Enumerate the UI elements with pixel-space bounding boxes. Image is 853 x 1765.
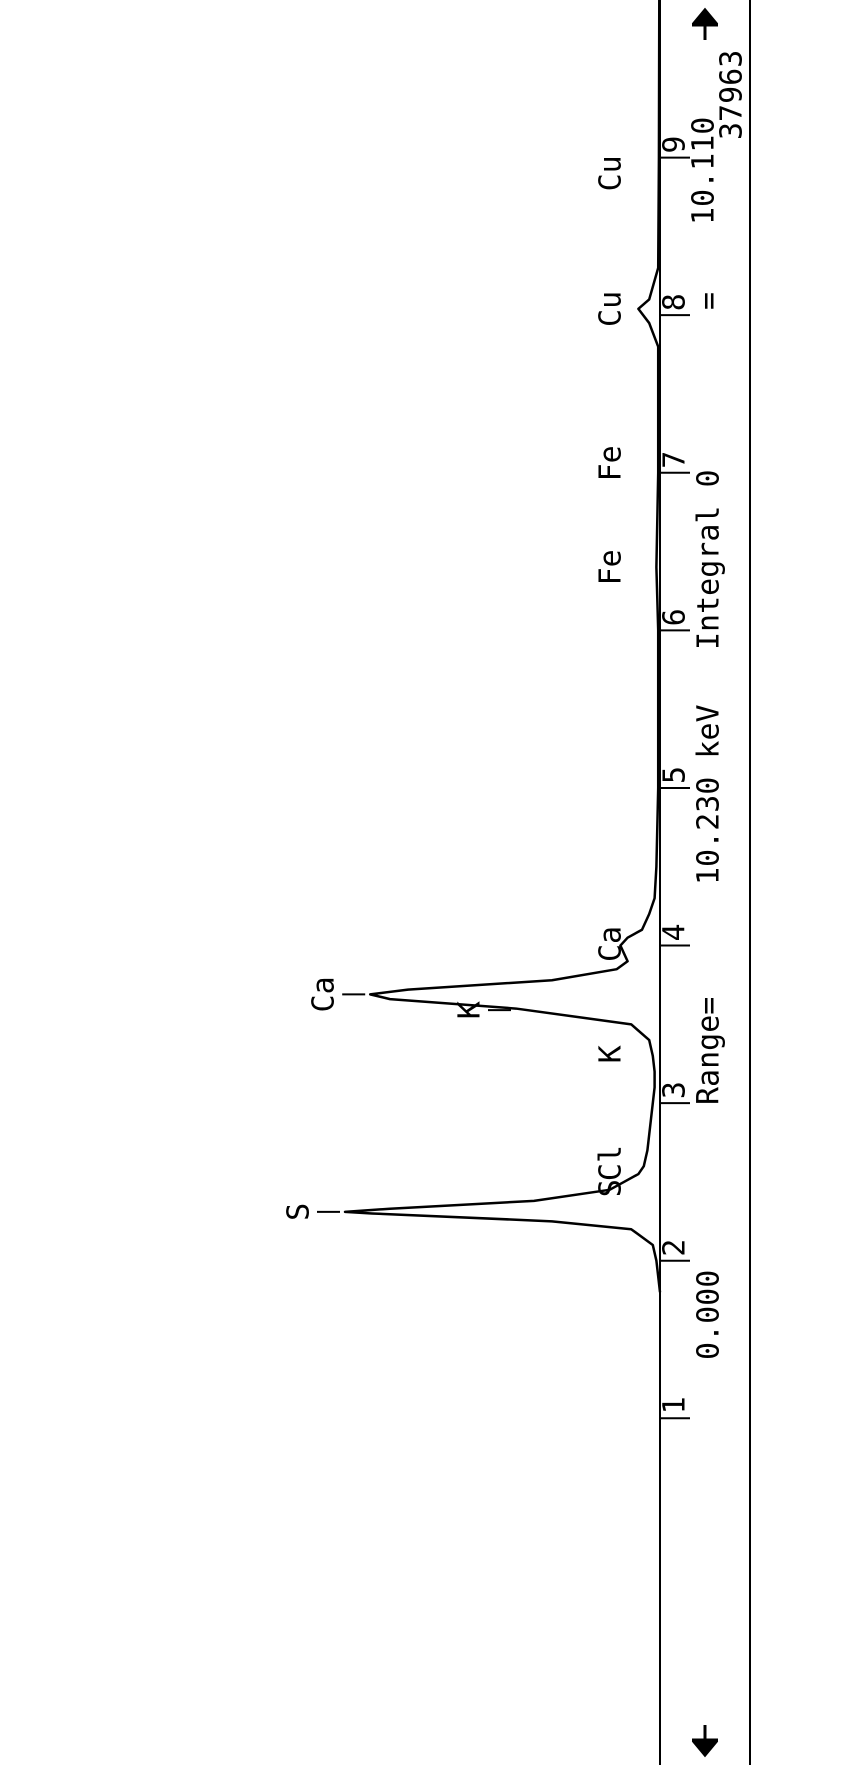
counts: 37963 xyxy=(715,50,750,140)
element-label: Fe xyxy=(594,549,629,585)
element-label: Ca xyxy=(594,926,629,962)
x-tick-label: 2 xyxy=(658,1239,693,1257)
range-start: 0.000 xyxy=(692,1270,727,1360)
element-label: Cu xyxy=(594,155,629,191)
integral-label: Integral 0 xyxy=(692,469,727,650)
x-tick-label: 7 xyxy=(658,451,693,469)
element-label: K xyxy=(594,1045,629,1063)
x-tick-label: 3 xyxy=(658,1081,693,1099)
page: 0.000 Range= 10.230 keV Integral 0 = 10.… xyxy=(0,0,853,1765)
element-label: S xyxy=(282,1203,317,1221)
range-end: 10.230 keV xyxy=(692,704,727,885)
x-tick-label: 8 xyxy=(658,293,693,311)
x-tick-label: 5 xyxy=(658,766,693,784)
x-tick-label: 4 xyxy=(658,923,693,941)
element-label: Fe xyxy=(594,445,629,481)
x-tick-label: 1 xyxy=(658,1396,693,1414)
element-label: Cu xyxy=(594,291,629,327)
x-tick-label: 9 xyxy=(658,136,693,154)
element-label: Ca xyxy=(307,976,342,1012)
equals-sign: = xyxy=(692,292,727,310)
element-label: Cl xyxy=(594,1145,629,1181)
element-label: K xyxy=(453,1001,488,1019)
range-label: Range= xyxy=(692,997,727,1105)
x-tick-label: 6 xyxy=(658,608,693,626)
chart: 0.000 Range= 10.230 keV Integral 0 = 10.… xyxy=(0,0,853,1765)
